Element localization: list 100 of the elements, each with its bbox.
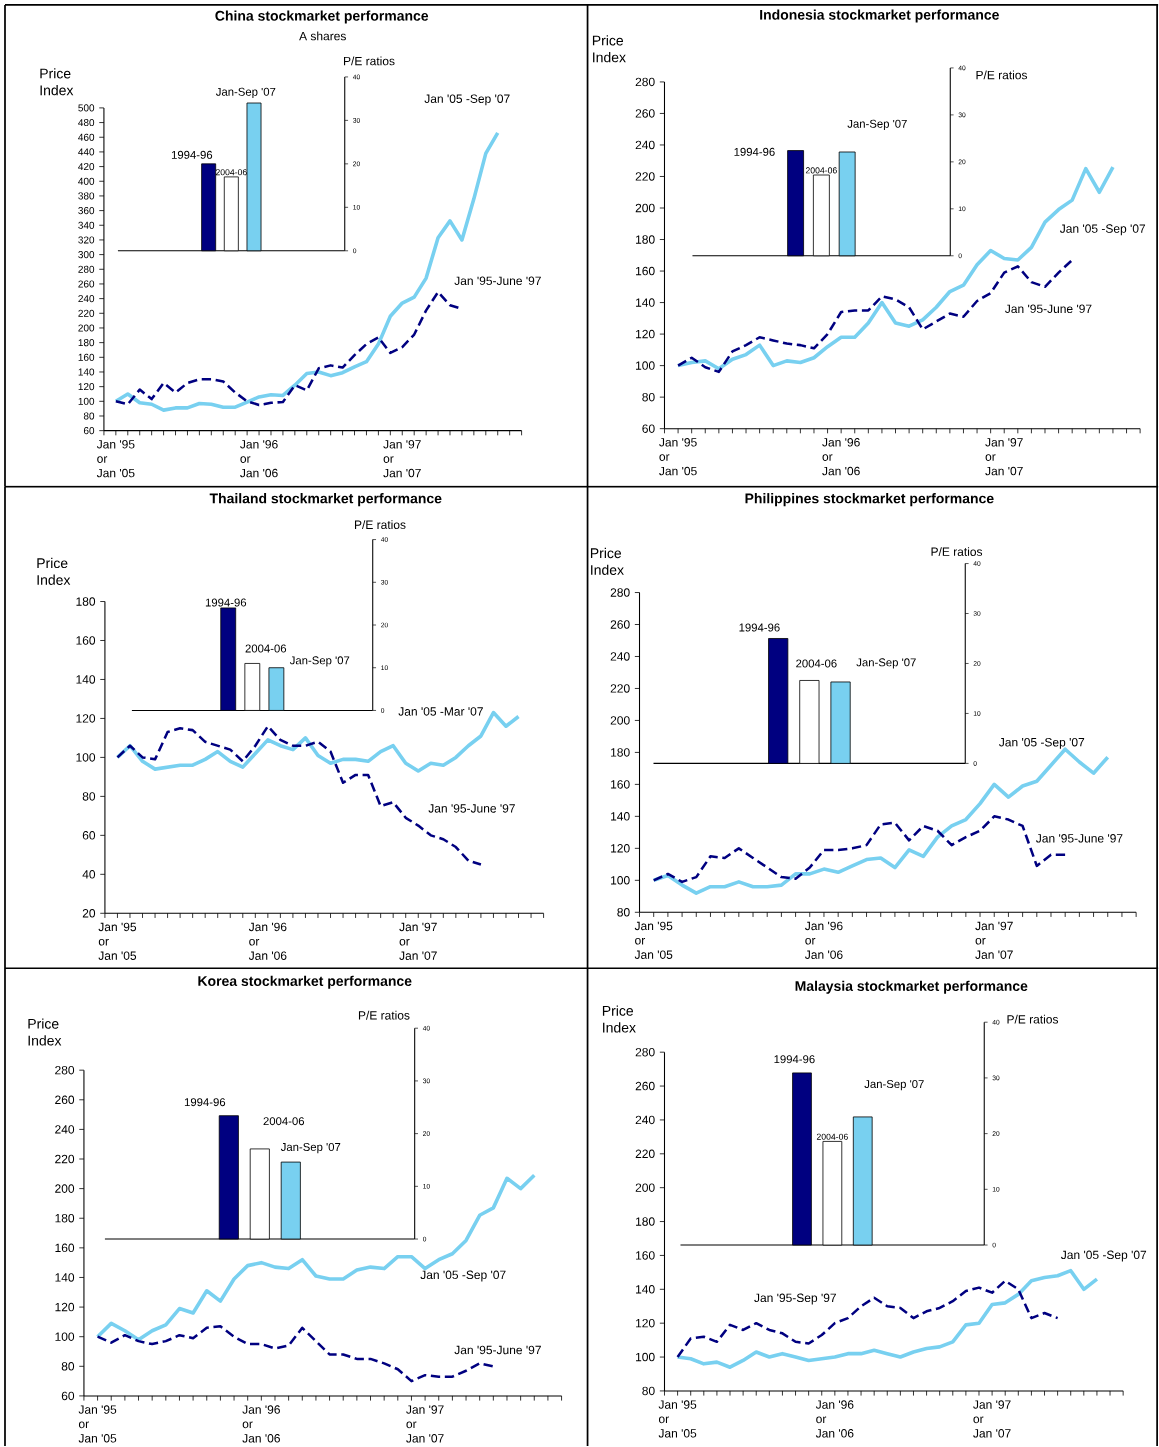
series-label: 1994-96 — [734, 147, 775, 156]
x-tick-label: Jan '97 or Jan '07 — [985, 438, 1023, 476]
y-tick-label: 120 — [636, 1318, 655, 1328]
line-series — [676, 1279, 1059, 1359]
series-label: 2004-06 — [215, 169, 247, 176]
y-tick-label: 440 — [78, 148, 95, 156]
x-tick-label: Jan '96 or Jan '06 — [805, 921, 843, 959]
line-series — [675, 1268, 1099, 1370]
series-label: 2004-06 — [796, 659, 837, 668]
x-tick-label: Jan '97 or Jan '07 — [406, 1405, 444, 1443]
y-tick-label: 120 — [55, 1302, 75, 1312]
y-tick-label: 180 — [55, 1213, 75, 1223]
y-tick-label: 140 — [611, 812, 630, 821]
y-tick-label: 180 — [78, 339, 95, 347]
y-tick-label: 40 — [82, 870, 96, 879]
y-tick-label: 60 — [82, 831, 96, 840]
y-tick-label: 180 — [636, 1217, 655, 1226]
y-tick-label: 80 — [83, 412, 95, 420]
y-tick-label: 100 — [636, 361, 655, 370]
x-tick-label: Jan '97 or Jan '07 — [975, 921, 1013, 959]
y-tick-label: 80 — [82, 792, 96, 801]
y-tick-label: 420 — [78, 163, 95, 171]
y-tick-label: 280 — [55, 1065, 75, 1075]
y-tick-label: 80 — [642, 392, 655, 402]
series-label: Jan '95-June '97 — [454, 276, 541, 286]
x-tick-label: Jan '97 or Jan '07 — [973, 1400, 1011, 1438]
y-tick-label: 160 — [611, 780, 630, 789]
y-tick-label: 220 — [55, 1154, 75, 1164]
chart-title: Philippines stockmarket performance — [745, 493, 994, 507]
y-axis-title: Price Index — [590, 547, 624, 575]
y-tick-label: 280 — [635, 1047, 655, 1057]
y-tick-label: 140 — [636, 1285, 655, 1294]
y-tick-label: 180 — [636, 235, 655, 244]
y-tick-label: 220 — [635, 1149, 655, 1159]
series-label: 2004-06 — [816, 1133, 848, 1140]
y-axis-title: P/E ratios — [976, 70, 1028, 80]
x-tick-label: Jan '97 or Jan '07 — [399, 922, 437, 960]
y-tick-label: 220 — [635, 172, 655, 181]
series-label: Jan '05 -Sep '07 — [420, 1270, 506, 1282]
y-tick-label: 220 — [610, 684, 630, 693]
x-tick-label: Jan '95 or Jan '05 — [634, 921, 673, 959]
series-label: Jan '05 -Sep '07 — [999, 737, 1085, 749]
series-label: Jan-Sep '07 — [289, 656, 350, 667]
y-tick-label: 140 — [78, 368, 95, 376]
y-tick-label: 160 — [76, 636, 96, 645]
series-label: Jan '05 -Sep '07 — [1059, 224, 1146, 236]
y-tick-label: 260 — [610, 620, 630, 629]
y-tick-label: 480 — [78, 119, 95, 127]
series-label: Jan-Sep '07 — [215, 87, 276, 99]
y-tick-label: 240 — [635, 1115, 655, 1125]
x-tick-label: Jan '95 or Jan '05 — [98, 922, 137, 960]
y-tick-label: 340 — [78, 221, 95, 229]
y-tick-label: 400 — [78, 177, 95, 185]
x-tick-label: Jan '96 or Jan '06 — [822, 438, 860, 476]
y-tick-label: 200 — [610, 716, 630, 725]
y-axis-title: P/E ratios — [355, 520, 406, 529]
chart-title: Korea stockmarket performance — [198, 975, 412, 989]
y-tick-label: 100 — [611, 876, 630, 885]
series-label: Jan-Sep '07 — [280, 1142, 341, 1154]
x-tick-label: Jan '96 or Jan '06 — [242, 1405, 280, 1443]
y-tick-label: 500 — [78, 104, 95, 112]
y-tick-label: 180 — [611, 748, 630, 757]
x-tick-label: Jan '96 or Jan '06 — [240, 440, 278, 478]
y-axis-title: Price Index — [592, 35, 626, 63]
x-tick-label: Jan '95 or Jan '05 — [658, 1400, 697, 1438]
series-label: 2004-06 — [805, 167, 837, 174]
y-axis-title: P/E ratios — [358, 1010, 410, 1020]
text: Jan '05 -Sep '07 — [424, 94, 510, 106]
y-axis-title: Price Index — [40, 68, 74, 96]
y-tick-label: 200 — [635, 1183, 655, 1192]
series-label: Jan '95-June '97 — [428, 804, 515, 813]
series-label: Jan '95-June '97 — [454, 1345, 541, 1355]
series-label: 2004-06 — [245, 644, 287, 653]
y-tick-label: 260 — [55, 1095, 75, 1105]
series-label: 1994-96 — [171, 150, 213, 159]
x-tick-label: Jan '97 or Jan '07 — [383, 440, 421, 478]
series-label: Jan-Sep '07 — [847, 119, 907, 131]
y-tick-label: 360 — [78, 207, 95, 215]
y-tick-label: 240 — [78, 295, 95, 303]
y-axis-title: Price Index — [602, 1005, 636, 1033]
y-tick-label: 120 — [611, 844, 630, 853]
y-tick-label: 80 — [61, 1362, 75, 1371]
y-tick-label: 120 — [76, 714, 96, 723]
y-axis-title: P/E ratios — [1007, 1014, 1059, 1024]
y-tick-label: 60 — [61, 1391, 75, 1401]
y-tick-label: 100 — [55, 1332, 75, 1341]
y-tick-label: 240 — [610, 652, 630, 661]
y-tick-label: 120 — [78, 383, 95, 391]
y-tick-label: 180 — [76, 597, 96, 606]
y-tick-label: 200 — [78, 324, 95, 332]
x-tick-label: Jan '95 or Jan '05 — [659, 438, 697, 476]
y-tick-label: 280 — [78, 265, 95, 273]
x-tick-label: Jan '96 or Jan '06 — [815, 1400, 854, 1438]
y-tick-label: 140 — [636, 298, 655, 307]
series-label: Jan '95-June '97 — [1005, 304, 1092, 314]
text: Jan-Sep '07 — [864, 1080, 924, 1091]
y-tick-label: 200 — [55, 1184, 75, 1193]
y-tick-label: 380 — [78, 192, 95, 200]
series-label: Jan '95-June '97 — [1036, 834, 1123, 843]
y-tick-label: 140 — [76, 675, 96, 684]
